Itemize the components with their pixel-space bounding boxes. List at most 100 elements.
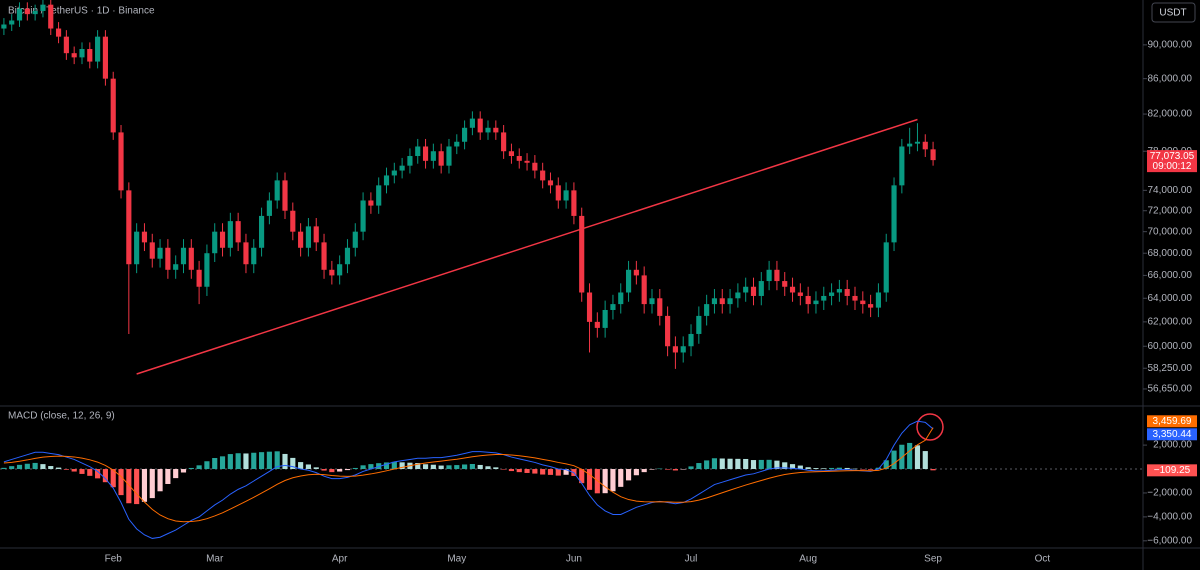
candle-body xyxy=(16,8,23,21)
candle-body xyxy=(438,151,444,166)
candle-body xyxy=(766,269,772,282)
histogram-bar xyxy=(540,469,546,475)
highlight-circle xyxy=(916,413,944,441)
histogram-bar xyxy=(258,452,265,470)
histogram-bar xyxy=(547,469,554,475)
candle-body xyxy=(618,292,624,305)
candle-body xyxy=(24,8,30,15)
histogram-bar xyxy=(868,469,874,470)
candle-body xyxy=(63,36,69,54)
candle-body xyxy=(680,346,686,353)
x-tick-label: Mar xyxy=(206,554,224,565)
histogram-bar xyxy=(55,467,62,470)
histogram-bar xyxy=(376,463,382,470)
histogram-bar xyxy=(719,458,725,470)
histogram-bar xyxy=(625,469,632,481)
candle-body xyxy=(821,295,827,301)
histogram-bar xyxy=(235,453,241,470)
histogram-bar xyxy=(914,445,921,470)
histogram-bar xyxy=(63,469,69,470)
histogram-bar xyxy=(173,469,179,479)
histogram-bar xyxy=(891,450,897,470)
candle-body xyxy=(493,127,499,133)
histogram-bar xyxy=(9,466,15,470)
candle-body xyxy=(337,264,343,276)
histogram-bar xyxy=(290,457,296,470)
candle-body xyxy=(134,231,140,265)
histogram-bar xyxy=(922,451,928,470)
histogram-bar xyxy=(454,465,460,470)
candle-body xyxy=(813,300,819,305)
histogram-bar xyxy=(165,469,171,484)
histogram-bar xyxy=(305,464,312,470)
candle-body xyxy=(704,304,710,316)
candle-body xyxy=(157,247,163,259)
histogram-bar xyxy=(329,469,335,473)
value-badge xyxy=(1147,428,1197,441)
value-badge-label: −109.25 xyxy=(1154,465,1191,476)
histogram-bar xyxy=(680,469,686,470)
histogram-bar xyxy=(750,460,757,470)
candle-body xyxy=(555,185,561,201)
currency-button[interactable] xyxy=(1151,2,1196,23)
y-tick-label: 74,000.00 xyxy=(1148,185,1193,196)
candle-body xyxy=(907,143,913,147)
candle-body xyxy=(376,185,382,206)
histogram-bar xyxy=(462,464,468,470)
x-tick-label: Apr xyxy=(332,554,348,565)
candle-body xyxy=(391,170,397,176)
candle-body xyxy=(563,190,569,201)
candle-body xyxy=(383,175,390,186)
candle-body xyxy=(102,36,108,79)
y-tick-label: 72,000.00 xyxy=(1148,205,1193,216)
candle-body xyxy=(805,295,811,305)
candle-body xyxy=(594,321,600,328)
candle-body xyxy=(282,180,288,211)
y-tick-label: 82,000.00 xyxy=(1148,109,1193,120)
histogram-bar xyxy=(274,451,280,470)
candle-body xyxy=(173,264,179,270)
candle-body xyxy=(368,200,374,206)
histogram-bar xyxy=(688,466,694,470)
candle-body xyxy=(688,333,694,347)
candle-body xyxy=(750,286,757,296)
candle-body xyxy=(852,295,858,301)
histogram-bar xyxy=(782,462,788,470)
histogram-bar xyxy=(118,469,124,496)
histogram-bar xyxy=(579,469,585,484)
y-tick-label: 2,000.00 xyxy=(1153,440,1192,451)
candle-body xyxy=(462,127,468,142)
candle-body xyxy=(469,118,475,128)
y-tick-label: 70,000.00 xyxy=(1148,226,1193,237)
y-tick-label: −2,000.00 xyxy=(1147,488,1192,499)
currency-label[interactable]: USDT xyxy=(1159,8,1186,19)
histogram-bar xyxy=(516,469,522,473)
candle-body xyxy=(1,24,7,29)
price-badge xyxy=(1147,150,1197,173)
y-tick-label: 68,000.00 xyxy=(1148,248,1193,259)
candle-body xyxy=(828,292,835,296)
value-badge xyxy=(1147,415,1197,428)
x-tick-label: Jul xyxy=(685,554,698,565)
histogram-bar xyxy=(266,451,272,470)
histogram-bar xyxy=(24,463,30,470)
y-tick-label: 58,250.00 xyxy=(1148,363,1193,374)
candle-body xyxy=(719,298,725,305)
candle-body xyxy=(32,10,38,15)
histogram-bar xyxy=(860,469,866,470)
candle-body xyxy=(657,298,663,316)
candle-body xyxy=(641,275,647,305)
candle-body xyxy=(501,132,507,152)
histogram-bar xyxy=(836,467,842,470)
histogram-bar xyxy=(227,454,233,470)
histogram-bar xyxy=(633,469,639,476)
candle-body xyxy=(922,141,928,150)
candle-body xyxy=(868,304,874,308)
histogram-bar xyxy=(493,467,499,470)
histogram-bar xyxy=(141,469,148,502)
histogram-bar xyxy=(337,469,343,472)
histogram-bar xyxy=(828,467,835,470)
last-price-label: 77,073.05 xyxy=(1150,151,1195,162)
histogram-bar xyxy=(438,465,444,470)
